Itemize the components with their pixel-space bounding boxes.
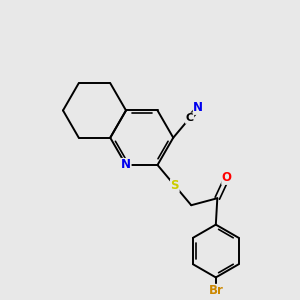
Text: N: N bbox=[193, 101, 203, 114]
Text: N: N bbox=[121, 158, 131, 172]
Text: O: O bbox=[222, 171, 232, 184]
Text: C: C bbox=[186, 113, 194, 123]
Text: Br: Br bbox=[208, 284, 223, 297]
Text: S: S bbox=[171, 179, 179, 192]
